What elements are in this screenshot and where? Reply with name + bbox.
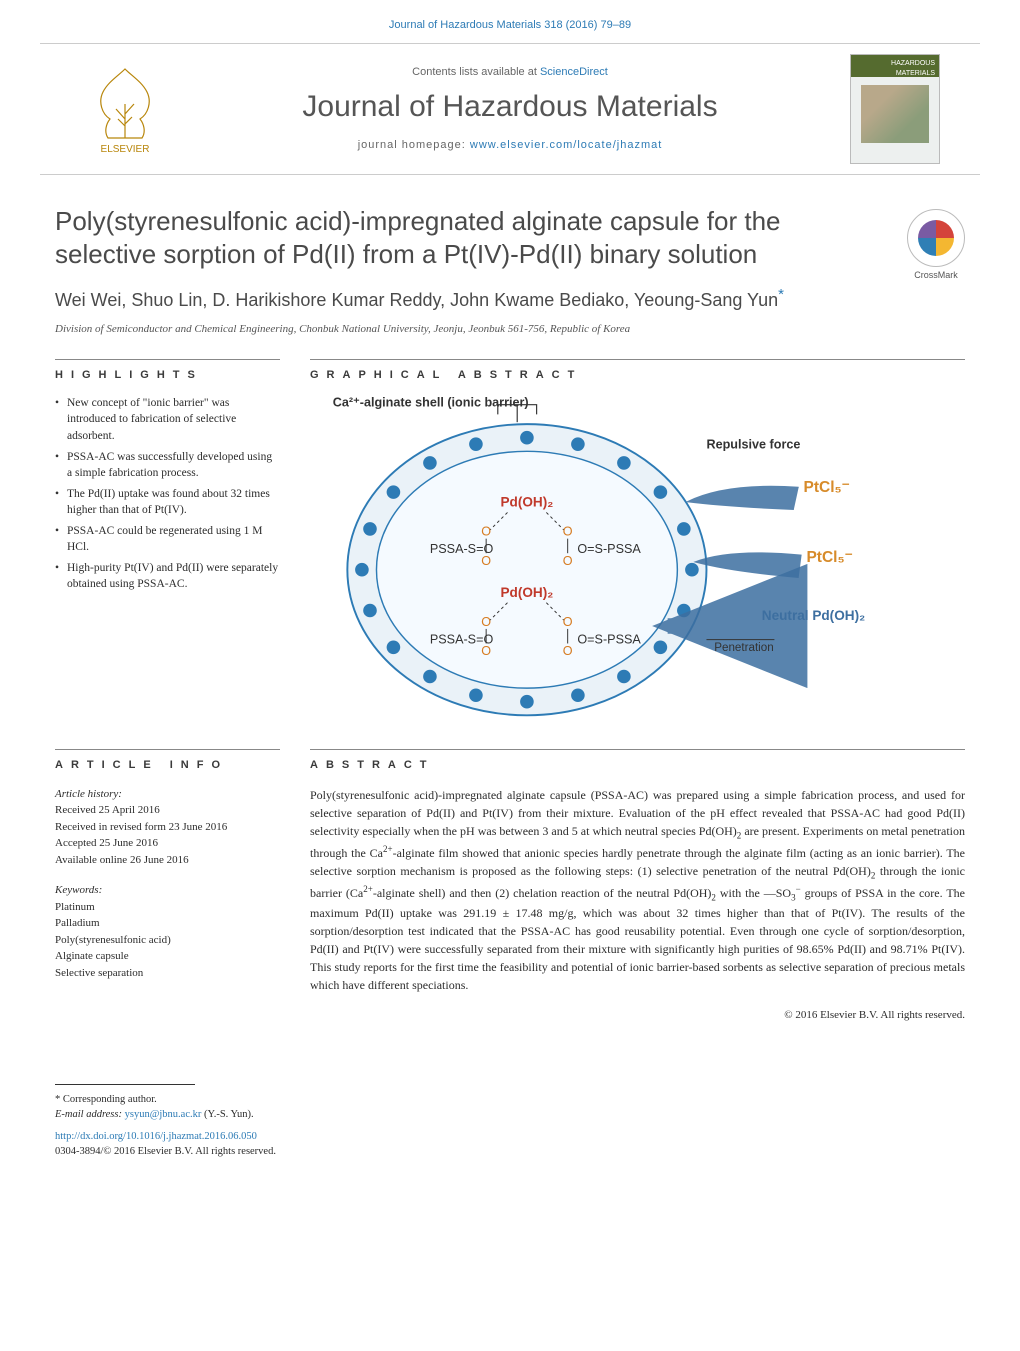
svg-text:O=S-PSSA: O=S-PSSA — [577, 633, 641, 647]
author-names: Wei Wei, Shuo Lin, D. Harikishore Kumar … — [55, 290, 778, 310]
footnote-separator — [55, 1084, 195, 1085]
publisher-logo: ELSEVIER — [80, 62, 170, 157]
highlight-item: The Pd(II) uptake was found about 32 tim… — [55, 486, 280, 518]
masthead-center: Contents lists available at ScienceDirec… — [170, 65, 850, 154]
svg-text:O: O — [563, 644, 573, 658]
highlights-list: New concept of "ionic barrier" was intro… — [55, 395, 280, 592]
homepage-prefix: journal homepage: — [358, 139, 470, 151]
history-line: Accepted 25 June 2016 — [55, 835, 280, 852]
keyword: Alginate capsule — [55, 948, 280, 965]
highlight-item: PSSA-AC could be regenerated using 1 M H… — [55, 523, 280, 555]
history-line: Available online 26 June 2016 — [55, 852, 280, 869]
homepage-link[interactable]: www.elsevier.com/locate/jhazmat — [470, 139, 662, 151]
doi-line: http://dx.doi.org/10.1016/j.jhazmat.2016… — [55, 1130, 965, 1145]
keyword: Platinum — [55, 899, 280, 916]
crossmark-badge[interactable]: CrossMark — [907, 205, 965, 282]
abstract-text: Poly(styrenesulfonic acid)-impregnated a… — [310, 786, 965, 995]
journal-cover-thumbnail: HAZARDOUS MATERIALS — [850, 54, 940, 164]
copyright: © 2016 Elsevier B.V. All rights reserved… — [310, 1008, 965, 1023]
history-line: Received in revised form 23 June 2016 — [55, 819, 280, 836]
svg-text:PSSA-S=O: PSSA-S=O — [430, 543, 494, 557]
keywords-label: Keywords: — [55, 882, 280, 899]
affiliation: Division of Semiconductor and Chemical E… — [55, 322, 965, 337]
contents-line: Contents lists available at ScienceDirec… — [170, 65, 850, 80]
email-name: (Y.-S. Yun). — [201, 1109, 253, 1120]
crossmark-icon — [907, 209, 965, 267]
corresponding-footnote: * Corresponding author. E-mail address: … — [55, 1093, 965, 1122]
cover-title: HAZARDOUS MATERIALS — [855, 59, 935, 79]
svg-text:O: O — [563, 554, 573, 568]
masthead: ELSEVIER Contents lists available at Sci… — [40, 43, 980, 175]
highlight-item: High-purity Pt(IV) and Pd(II) were separ… — [55, 560, 280, 592]
svg-text:Penetration: Penetration — [714, 642, 773, 655]
svg-text:O: O — [481, 525, 491, 539]
authors: Wei Wei, Shuo Lin, D. Harikishore Kumar … — [55, 284, 965, 313]
email-label: E-mail address: — [55, 1109, 125, 1120]
svg-text:O=S-PSSA: O=S-PSSA — [577, 543, 641, 557]
svg-text:O: O — [481, 615, 491, 629]
graphical-heading: GRAPHICAL ABSTRACT — [310, 359, 965, 383]
article-history: Article history: Received 25 April 2016R… — [55, 786, 280, 869]
keyword: Selective separation — [55, 965, 280, 982]
homepage-line: journal homepage: www.elsevier.com/locat… — [170, 138, 850, 153]
svg-text:Neutral Pd(OH)₂: Neutral Pd(OH)₂ — [762, 609, 865, 624]
article-info-heading: ARTICLE INFO — [55, 749, 280, 773]
issn-line: 0304-3894/© 2016 Elsevier B.V. All right… — [55, 1145, 965, 1160]
sciencedirect-link[interactable]: ScienceDirect — [540, 66, 608, 78]
crossmark-label: CrossMark — [907, 269, 965, 282]
highlight-item: New concept of "ionic barrier" was intro… — [55, 395, 280, 443]
svg-text:Ca²⁺-alginate shell (ionic bar: Ca²⁺-alginate shell (ionic barrier) — [333, 396, 529, 410]
svg-text:ELSEVIER: ELSEVIER — [100, 144, 149, 154]
svg-text:Pd(OH)₂: Pd(OH)₂ — [501, 495, 554, 510]
keyword: Palladium — [55, 915, 280, 932]
keyword: Poly(styrenesulfonic acid) — [55, 932, 280, 949]
svg-text:PtCl₅⁻: PtCl₅⁻ — [806, 549, 852, 566]
svg-text:PtCl₅⁻: PtCl₅⁻ — [804, 479, 850, 496]
highlight-item: PSSA-AC was successfully developed using… — [55, 449, 280, 481]
running-head: Journal of Hazardous Materials 318 (2016… — [0, 0, 1020, 43]
citation-link[interactable]: Journal of Hazardous Materials 318 (2016… — [389, 19, 631, 31]
keywords-block: Keywords: PlatinumPalladiumPoly(styrenes… — [55, 882, 280, 981]
doi-link[interactable]: http://dx.doi.org/10.1016/j.jhazmat.2016… — [55, 1131, 257, 1142]
svg-text:PSSA-S=O: PSSA-S=O — [430, 633, 494, 647]
abstract-heading: ABSTRACT — [310, 749, 965, 773]
svg-text:O: O — [563, 615, 573, 629]
history-label: Article history: — [55, 786, 280, 803]
email-link[interactable]: ysyun@jbnu.ac.kr — [125, 1109, 202, 1120]
svg-text:O: O — [563, 525, 573, 539]
corr-author-label: * Corresponding author. — [55, 1093, 965, 1108]
history-line: Received 25 April 2016 — [55, 802, 280, 819]
highlights-heading: HIGHLIGHTS — [55, 359, 280, 383]
corresponding-marker: * — [778, 286, 784, 303]
contents-prefix: Contents lists available at — [412, 66, 540, 78]
svg-text:Pd(OH)₂: Pd(OH)₂ — [501, 585, 554, 600]
journal-title: Journal of Hazardous Materials — [170, 86, 850, 128]
article-title: Poly(styrenesulfonic acid)-impregnated a… — [55, 205, 887, 270]
graphical-abstract: Ca²⁺-alginate shell (ionic barrier) Pd(OH… — [310, 395, 870, 725]
svg-text:Repulsive force: Repulsive force — [706, 438, 800, 452]
elsevier-tree-icon: ELSEVIER — [88, 64, 163, 154]
